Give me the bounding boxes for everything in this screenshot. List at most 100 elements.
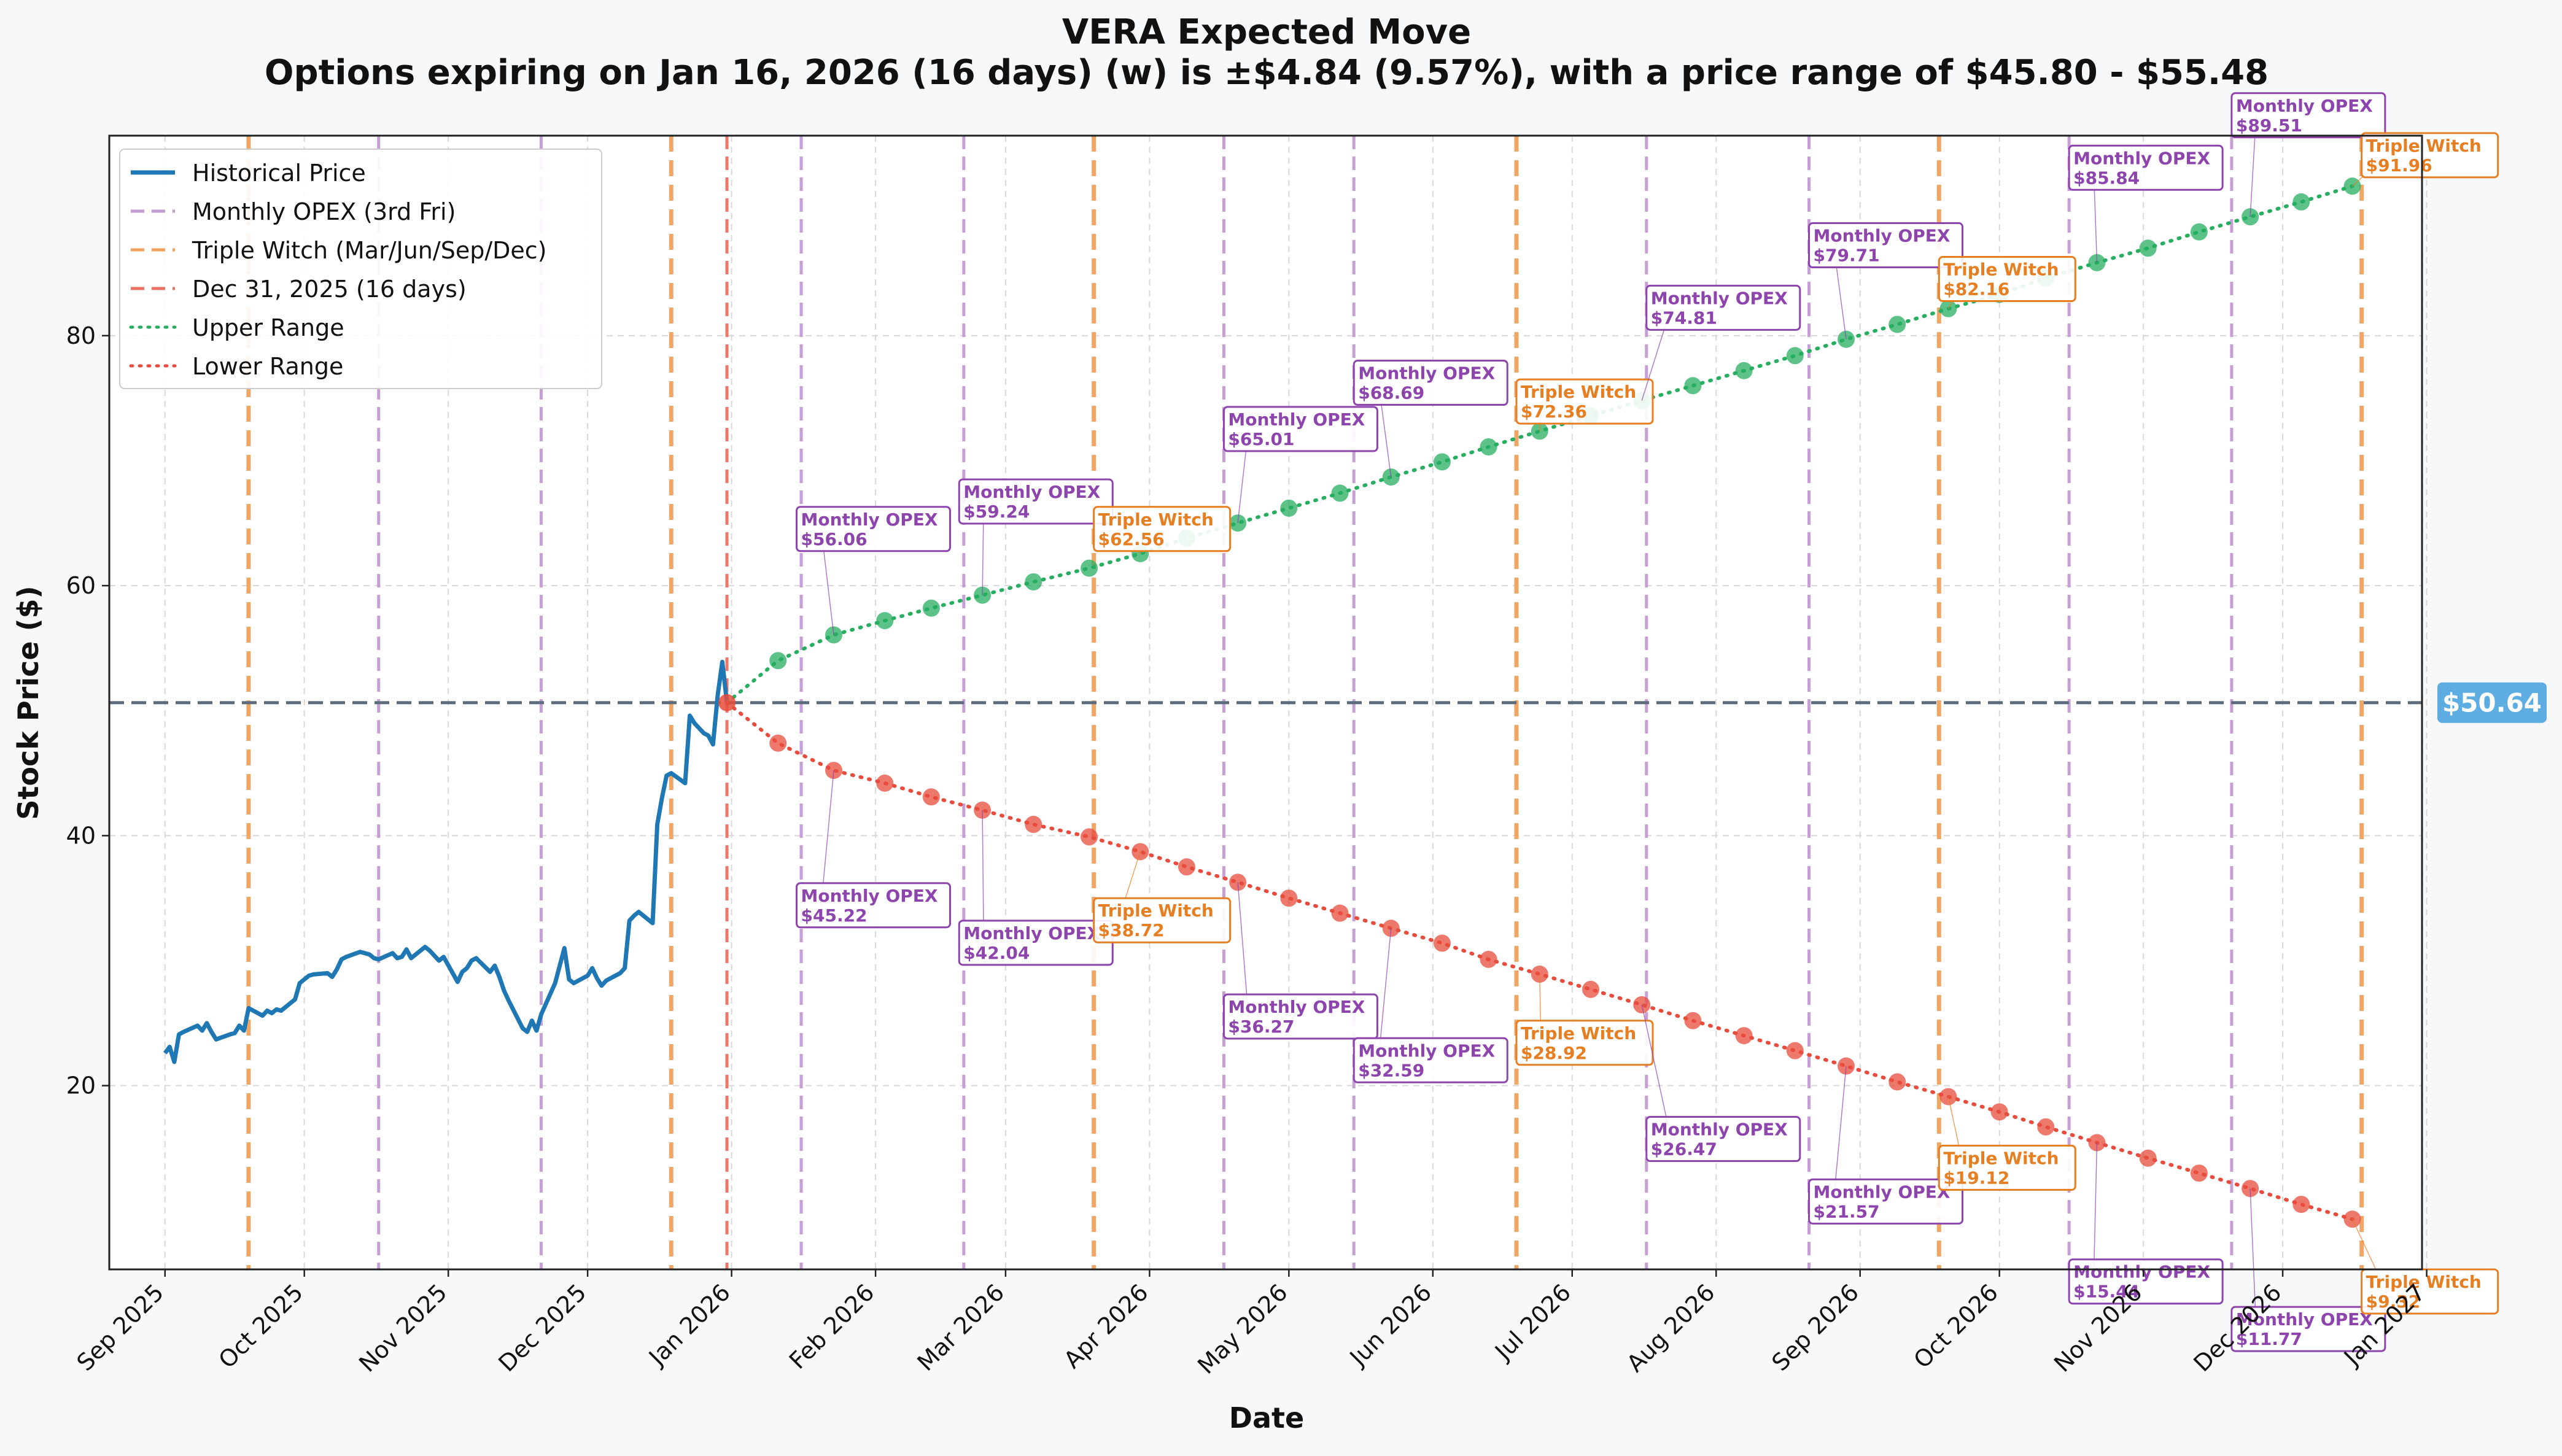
annotation-value: $72.36 xyxy=(1521,401,1587,422)
upper-range-point xyxy=(876,612,894,630)
annotation-box xyxy=(958,478,1114,525)
annotation-title: Triple Witch xyxy=(1943,260,2059,280)
annotation-title: Monthly OPEX xyxy=(1228,409,1365,430)
annotation-value: $62.56 xyxy=(1098,529,1165,549)
annotation-title: Monthly OPEX xyxy=(963,482,1100,502)
annotation-box xyxy=(1645,284,1801,331)
annotation-value: $68.69 xyxy=(1358,383,1424,403)
legend-label: Triple Witch (Mar/Jun/Sep/Dec) xyxy=(192,237,546,264)
annotation-box xyxy=(1645,1116,1801,1163)
x-tick-label: Nov 2025 xyxy=(354,1279,452,1377)
annotation-title: Monthly OPEX xyxy=(1358,1040,1495,1061)
annotation-box xyxy=(1808,222,1964,269)
x-tick-label: Sep 2025 xyxy=(71,1279,169,1376)
x-tick-label: Jun 2026 xyxy=(1344,1279,1437,1371)
upper-range-point xyxy=(1684,377,1702,395)
lower-range-point xyxy=(876,774,894,792)
annotation-box xyxy=(796,506,952,552)
annotation-title: Monthly OPEX xyxy=(963,923,1100,943)
lower-range-point xyxy=(1433,934,1451,952)
lower-range-point xyxy=(2139,1149,2157,1167)
x-tick-label: Sep 2026 xyxy=(1766,1279,1864,1376)
annotation-value: $42.04 xyxy=(963,943,1030,963)
lower-range-point xyxy=(2037,1118,2055,1136)
annotation-value: $82.16 xyxy=(1943,279,2009,300)
annotation-box xyxy=(2361,1268,2499,1315)
y-axis-label: Stock Price ($) xyxy=(12,586,45,819)
chart-title: VERA Expected Move xyxy=(1062,12,1471,52)
current-price-point xyxy=(718,694,736,711)
upper-range-point xyxy=(1889,316,1906,333)
annotation-title: Monthly OPEX xyxy=(2073,1262,2210,1282)
annotation-box xyxy=(1938,256,2076,303)
lower-range-point xyxy=(769,734,787,752)
annotation-value: $59.24 xyxy=(963,501,1030,522)
x-axis-label: Date xyxy=(1229,1401,1304,1435)
annotation-box xyxy=(1093,897,1232,943)
upper-range-point xyxy=(922,599,940,617)
current-price-badge xyxy=(2437,682,2547,723)
lower-range-point xyxy=(2190,1164,2208,1182)
annotation-box xyxy=(1222,406,1378,452)
annotation-title: Monthly OPEX xyxy=(1814,226,1951,246)
upper-range-point xyxy=(769,652,787,670)
y-tick-label: 40 xyxy=(66,822,96,849)
annotation-title: Monthly OPEX xyxy=(2073,148,2210,168)
annotation-value: $74.81 xyxy=(1651,308,1717,328)
annotation-box xyxy=(1515,1020,1654,1066)
x-tick-label: Oct 2025 xyxy=(214,1279,309,1374)
lower-range-point xyxy=(1081,828,1098,846)
upper-range-point xyxy=(1480,438,1497,456)
annotation-box xyxy=(1222,993,1378,1040)
annotation-title: Triple Witch xyxy=(1098,509,1214,530)
x-tick-label: Dec 2025 xyxy=(493,1279,591,1377)
legend-label: Historical Price xyxy=(192,160,366,187)
upper-range-point xyxy=(1081,559,1098,577)
lower-range-point xyxy=(2292,1196,2310,1214)
upper-range-point xyxy=(1280,499,1298,517)
annotation-title: Monthly OPEX xyxy=(801,509,938,530)
y-tick-label: 80 xyxy=(66,322,96,349)
annotation-value: $19.12 xyxy=(1943,1168,2009,1188)
lower-range-point xyxy=(1889,1073,1906,1091)
annotation-title: Monthly OPEX xyxy=(1814,1182,1951,1202)
lower-range-point xyxy=(1480,950,1497,968)
legend-label: Upper Range xyxy=(192,314,344,341)
annotation-value: $36.27 xyxy=(1228,1016,1294,1037)
annotation-title: Triple Witch xyxy=(1943,1148,2059,1168)
annotation-title: Monthly OPEX xyxy=(1651,1120,1788,1140)
upper-range-point xyxy=(1025,573,1042,591)
annotation-connector xyxy=(2093,1142,2098,1282)
annotation-title: Monthly OPEX xyxy=(1358,363,1495,384)
annotation-box xyxy=(796,882,952,929)
x-tick-label: Apr 2026 xyxy=(1058,1279,1154,1374)
lower-range-point xyxy=(1735,1027,1753,1045)
annotation-box xyxy=(1353,360,1508,406)
upper-range-point xyxy=(1786,347,1804,365)
annotation-value: $85.84 xyxy=(2073,168,2140,188)
upper-range-point xyxy=(1433,453,1451,471)
legend: Historical Price Monthly OPEX (3rd Fri) Tr… xyxy=(119,149,602,389)
annotation-box xyxy=(2068,1258,2224,1305)
annotation-title: Monthly OPEX xyxy=(1228,997,1365,1017)
x-tick-label: Aug 2026 xyxy=(1621,1279,1720,1377)
annotation-box xyxy=(2068,144,2224,191)
upper-range-point xyxy=(1331,484,1349,502)
annotation-box xyxy=(2361,132,2499,179)
upper-range-point xyxy=(2292,193,2310,211)
lower-range-point xyxy=(1990,1103,2008,1121)
x-tick-label: Jul 2026 xyxy=(1489,1279,1576,1366)
annotation-title: Monthly OPEX xyxy=(2236,1309,2373,1330)
lower-range-point xyxy=(922,788,940,806)
annotation-box xyxy=(1093,506,1232,552)
lower-range-point xyxy=(1331,904,1349,922)
annotation-box xyxy=(1938,1144,2076,1191)
lower-range-point xyxy=(1280,889,1298,907)
annotation-title: Triple Witch xyxy=(1521,382,1636,402)
annotation-value: $65.01 xyxy=(1228,429,1294,449)
annotation-value: $11.77 xyxy=(2236,1329,2302,1349)
annotation-title: Triple Witch xyxy=(2366,136,2482,156)
